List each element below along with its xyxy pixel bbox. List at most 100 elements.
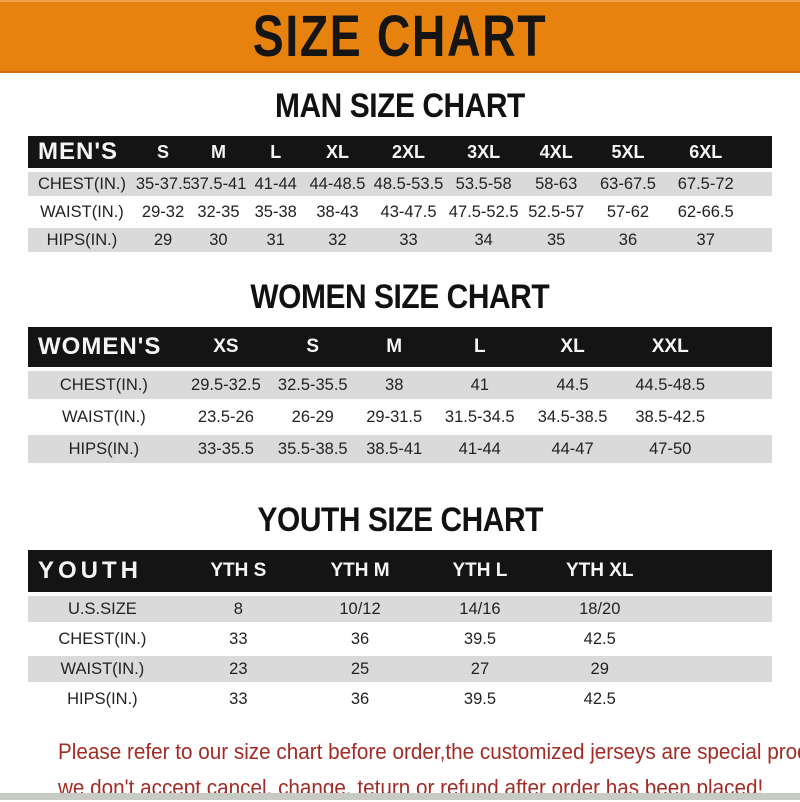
size-value-cell: 57-62 bbox=[591, 200, 665, 225]
column-header: YTH S bbox=[176, 550, 300, 593]
table-row: WAIST(IN.) 23.5-26 26-29 29-31.5 31.5-34.5 34… bbox=[28, 403, 772, 432]
size-value-cell: 42.5 bbox=[539, 626, 660, 653]
women-size-table: WOMEN'S XS S M L XL XXL CHEST(IN.) 29.5-32.5 32.5… bbox=[28, 323, 772, 467]
size-value-cell: 34 bbox=[446, 228, 521, 253]
youth-size-chart-section: YOUTH SIZE CHART YOUTH YTH S YTH M YTH L YTH… bbox=[28, 501, 772, 716]
table-row: CHEST(IN.) 33 36 39.5 42.5 bbox=[28, 626, 772, 653]
man-section-title: MAN SIZE CHART bbox=[28, 87, 772, 126]
size-value-cell: 53.5-58 bbox=[446, 172, 521, 197]
size-value-cell: 38-43 bbox=[304, 200, 371, 225]
size-value-cell: 35-38 bbox=[246, 200, 305, 225]
size-value-cell: 62-66.5 bbox=[664, 200, 748, 225]
row-label: WAIST(IN.) bbox=[28, 403, 180, 432]
size-value-cell: 37.5-41 bbox=[190, 172, 247, 197]
banner: SIZE CHART bbox=[0, 0, 800, 73]
size-value-cell: 44.5 bbox=[524, 371, 621, 400]
size-value-cell: 31.5-34.5 bbox=[434, 403, 525, 432]
size-value-cell: 37 bbox=[664, 228, 748, 253]
size-value-cell: 35-37.5 bbox=[135, 172, 191, 197]
table-header-row: YOUTH YTH S YTH M YTH L YTH XL bbox=[28, 550, 772, 593]
row-label: U.S.SIZE bbox=[28, 596, 177, 623]
size-value-cell: 33-35.5 bbox=[179, 435, 273, 464]
size-value-cell: 32.5-35.5 bbox=[272, 371, 354, 400]
size-value-cell: 18/20 bbox=[539, 596, 660, 623]
size-value-cell: 35 bbox=[520, 228, 592, 253]
table-header-label: YOUTH bbox=[28, 550, 177, 593]
notice-line-1: Please refer to our size chart before or… bbox=[58, 739, 800, 765]
size-value-cell: 33 bbox=[176, 626, 300, 653]
women-size-chart-section: WOMEN SIZE CHART WOMEN'S XS S M L XL XXL CHEST(… bbox=[28, 278, 772, 467]
spacer-cell bbox=[719, 403, 772, 432]
size-value-cell: 63-67.5 bbox=[591, 172, 665, 197]
column-header: M bbox=[190, 136, 247, 169]
size-value-cell: 67.5-72 bbox=[664, 172, 748, 197]
order-notice: Please refer to our size chart before or… bbox=[58, 738, 800, 802]
size-value-cell: 35.5-38.5 bbox=[272, 435, 354, 464]
size-value-cell: 23.5-26 bbox=[179, 403, 273, 432]
size-value-cell: 47-50 bbox=[620, 435, 720, 464]
size-value-cell: 30 bbox=[190, 228, 247, 253]
row-label: HIPS(IN.) bbox=[28, 435, 180, 464]
row-label: HIPS(IN.) bbox=[28, 228, 136, 253]
spacer-cell bbox=[747, 172, 772, 197]
women-section-title-text: WOMEN SIZE CHART bbox=[250, 278, 550, 317]
size-value-cell: 29.5-32.5 bbox=[179, 371, 273, 400]
size-value-cell: 47.5-52.5 bbox=[446, 200, 521, 225]
man-section-title-text: MAN SIZE CHART bbox=[275, 87, 525, 125]
table-row: HIPS(IN.) 29 30 31 32 33 34 35 36 37 bbox=[28, 228, 772, 253]
spacer-cell bbox=[747, 228, 772, 253]
size-value-cell: 42.5 bbox=[539, 686, 660, 713]
column-header: 6XL bbox=[664, 136, 748, 169]
spacer-cell bbox=[719, 435, 772, 464]
row-label: CHEST(IN.) bbox=[28, 172, 136, 197]
size-value-cell: 25 bbox=[299, 656, 421, 683]
size-value-cell: 29 bbox=[135, 228, 191, 253]
table-header-row: MEN'S S M L XL 2XL 3XL 4XL 5XL 6XL bbox=[28, 136, 772, 169]
size-value-cell: 29-31.5 bbox=[353, 403, 435, 432]
row-label: CHEST(IN.) bbox=[28, 626, 177, 653]
size-value-cell: 41-44 bbox=[246, 172, 305, 197]
size-value-cell: 31 bbox=[246, 228, 305, 253]
table-header-row: WOMEN'S XS S M L XL XXL bbox=[28, 327, 772, 368]
spacer-cell bbox=[659, 596, 772, 623]
size-value-cell: 27 bbox=[420, 656, 540, 683]
size-value-cell: 52.5-57 bbox=[520, 200, 592, 225]
size-value-cell: 33 bbox=[370, 228, 447, 253]
size-value-cell: 29 bbox=[539, 656, 660, 683]
row-label: WAIST(IN.) bbox=[28, 656, 177, 683]
column-header: YTH XL bbox=[539, 550, 660, 593]
column-header: XL bbox=[304, 136, 371, 169]
column-header: S bbox=[272, 327, 354, 368]
size-value-cell: 14/16 bbox=[420, 596, 540, 623]
column-header-spacer bbox=[747, 136, 772, 169]
size-value-cell: 39.5 bbox=[420, 686, 540, 713]
size-value-cell: 36 bbox=[591, 228, 665, 253]
man-size-table: MEN'S S M L XL 2XL 3XL 4XL 5XL 6XL CHEST(IN.) 35-37… bbox=[28, 132, 772, 256]
man-size-chart-section: MAN SIZE CHART MEN'S S M L XL 2XL 3XL 4XL 5XL 6XL… bbox=[28, 87, 772, 256]
youth-section-title: YOUTH SIZE CHART bbox=[28, 501, 772, 540]
column-header-spacer bbox=[719, 327, 772, 368]
spacer-cell bbox=[659, 656, 772, 683]
size-value-cell: 44.5-48.5 bbox=[620, 371, 720, 400]
size-value-cell: 32-35 bbox=[190, 200, 247, 225]
spacer-cell bbox=[747, 200, 772, 225]
size-value-cell: 26-29 bbox=[272, 403, 354, 432]
size-value-cell: 44-47 bbox=[524, 435, 621, 464]
table-row: WAIST(IN.) 29-32 32-35 35-38 38-43 43-47.5 47.… bbox=[28, 200, 772, 225]
row-label: HIPS(IN.) bbox=[28, 686, 177, 713]
column-header: 4XL bbox=[520, 136, 592, 169]
content: MAN SIZE CHART MEN'S S M L XL 2XL 3XL 4XL 5XL 6XL… bbox=[0, 87, 800, 802]
table-header-label: WOMEN'S bbox=[28, 327, 180, 368]
spacer-cell bbox=[719, 371, 772, 400]
youth-size-table: YOUTH YTH S YTH M YTH L YTH XL U.S.SIZE 8 10/12… bbox=[28, 546, 772, 716]
column-header: XL bbox=[524, 327, 621, 368]
youth-section-title-text: YOUTH SIZE CHART bbox=[257, 501, 543, 540]
size-value-cell: 29-32 bbox=[135, 200, 191, 225]
table-row: HIPS(IN.) 33-35.5 35.5-38.5 38.5-41 41-44 44-… bbox=[28, 435, 772, 464]
column-header: YTH M bbox=[299, 550, 421, 593]
column-header: L bbox=[246, 136, 305, 169]
column-header: L bbox=[434, 327, 525, 368]
table-row: CHEST(IN.) 29.5-32.5 32.5-35.5 38 41 44.5 44.5… bbox=[28, 371, 772, 400]
spacer-cell bbox=[659, 686, 772, 713]
women-section-title: WOMEN SIZE CHART bbox=[28, 278, 772, 317]
